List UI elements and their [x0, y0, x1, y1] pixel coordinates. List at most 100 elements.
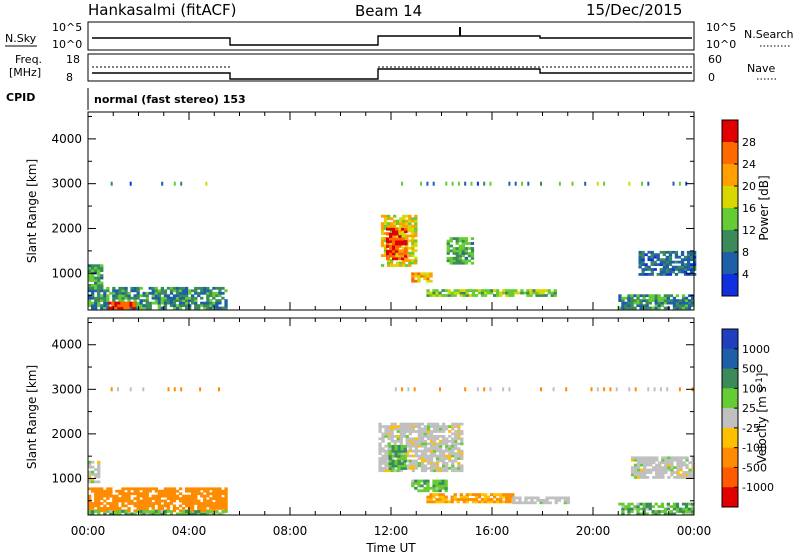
cell: [395, 240, 399, 243]
echo-dot: [218, 387, 220, 392]
cell: [650, 270, 654, 274]
cell: [668, 273, 673, 276]
cell: [117, 301, 121, 305]
cell: [438, 493, 442, 496]
cell: [209, 499, 213, 503]
cell: [408, 217, 412, 221]
cell: [133, 504, 137, 508]
cell: [456, 498, 460, 501]
cell: [477, 495, 482, 499]
cell: [91, 279, 95, 282]
cell: [166, 507, 171, 510]
cell: [633, 463, 638, 467]
cell: [94, 502, 98, 505]
cell: [508, 495, 512, 499]
cell: [383, 246, 388, 250]
cell: [655, 473, 659, 477]
cell: [442, 457, 446, 460]
cell: [486, 291, 491, 295]
cell: [642, 294, 646, 298]
cell: [388, 445, 392, 448]
cell: [483, 493, 488, 496]
cell: [429, 469, 434, 473]
cell: [97, 475, 101, 479]
cell: [408, 425, 412, 428]
cell: [445, 425, 449, 428]
cell: [655, 471, 659, 474]
cell: [455, 254, 459, 258]
cell: [636, 505, 640, 508]
data-region: [88, 510, 228, 516]
cell: [178, 301, 183, 305]
cell: [224, 289, 228, 293]
cell: [414, 486, 418, 490]
cell: [435, 489, 439, 493]
cell: [471, 500, 476, 504]
cell: [112, 286, 116, 290]
cell: [380, 237, 385, 240]
cell: [389, 240, 393, 243]
cell: [618, 296, 622, 300]
cell: [387, 437, 391, 441]
cell: [666, 299, 670, 302]
cell: [200, 286, 204, 290]
cell: [136, 494, 140, 498]
cell: [508, 289, 512, 292]
cell: [191, 502, 195, 505]
cell: [691, 304, 695, 307]
echo-dot: [659, 387, 662, 392]
cell: [384, 435, 388, 438]
cell: [444, 495, 448, 499]
echo-dot: [540, 181, 542, 186]
cell: [151, 291, 155, 295]
cell: [381, 469, 385, 473]
cell: [185, 504, 189, 508]
cell: [461, 242, 465, 245]
cell: [686, 273, 691, 276]
cell: [618, 299, 622, 302]
cell: [154, 497, 158, 500]
cell: [518, 501, 522, 505]
cell: [398, 240, 402, 243]
cell: [383, 237, 388, 240]
cell: [387, 427, 391, 431]
cell: [91, 274, 95, 277]
cell: [674, 253, 679, 257]
cell: [508, 498, 512, 501]
cell: [527, 501, 531, 505]
cell: [154, 489, 158, 493]
cell: [126, 304, 130, 307]
cell: [420, 422, 425, 426]
cell: [130, 296, 134, 300]
cell: [381, 425, 385, 428]
cell: [674, 268, 679, 271]
cell: [432, 444, 437, 448]
cell: [420, 462, 425, 465]
cell: [657, 301, 661, 305]
cell: [441, 294, 445, 297]
cell: [470, 247, 475, 250]
cell: [458, 249, 462, 253]
cell: [151, 286, 155, 290]
cell: [641, 263, 645, 266]
cell: [97, 274, 101, 277]
cell: [145, 512, 149, 516]
cell: [642, 502, 646, 506]
cell: [681, 507, 686, 511]
cell: [185, 289, 189, 293]
velocity-data: [88, 387, 695, 516]
cell: [188, 299, 192, 302]
cell: [115, 489, 119, 493]
cell: [401, 237, 405, 241]
cell: [641, 253, 645, 257]
cell: [435, 500, 439, 504]
cell: [397, 467, 401, 470]
cell: [395, 245, 399, 248]
cell: [163, 291, 168, 295]
cell: [636, 502, 640, 506]
cell: [432, 500, 436, 504]
cell: [618, 294, 622, 298]
cell: [656, 258, 660, 262]
cell: [638, 273, 642, 276]
cell: [399, 459, 403, 463]
